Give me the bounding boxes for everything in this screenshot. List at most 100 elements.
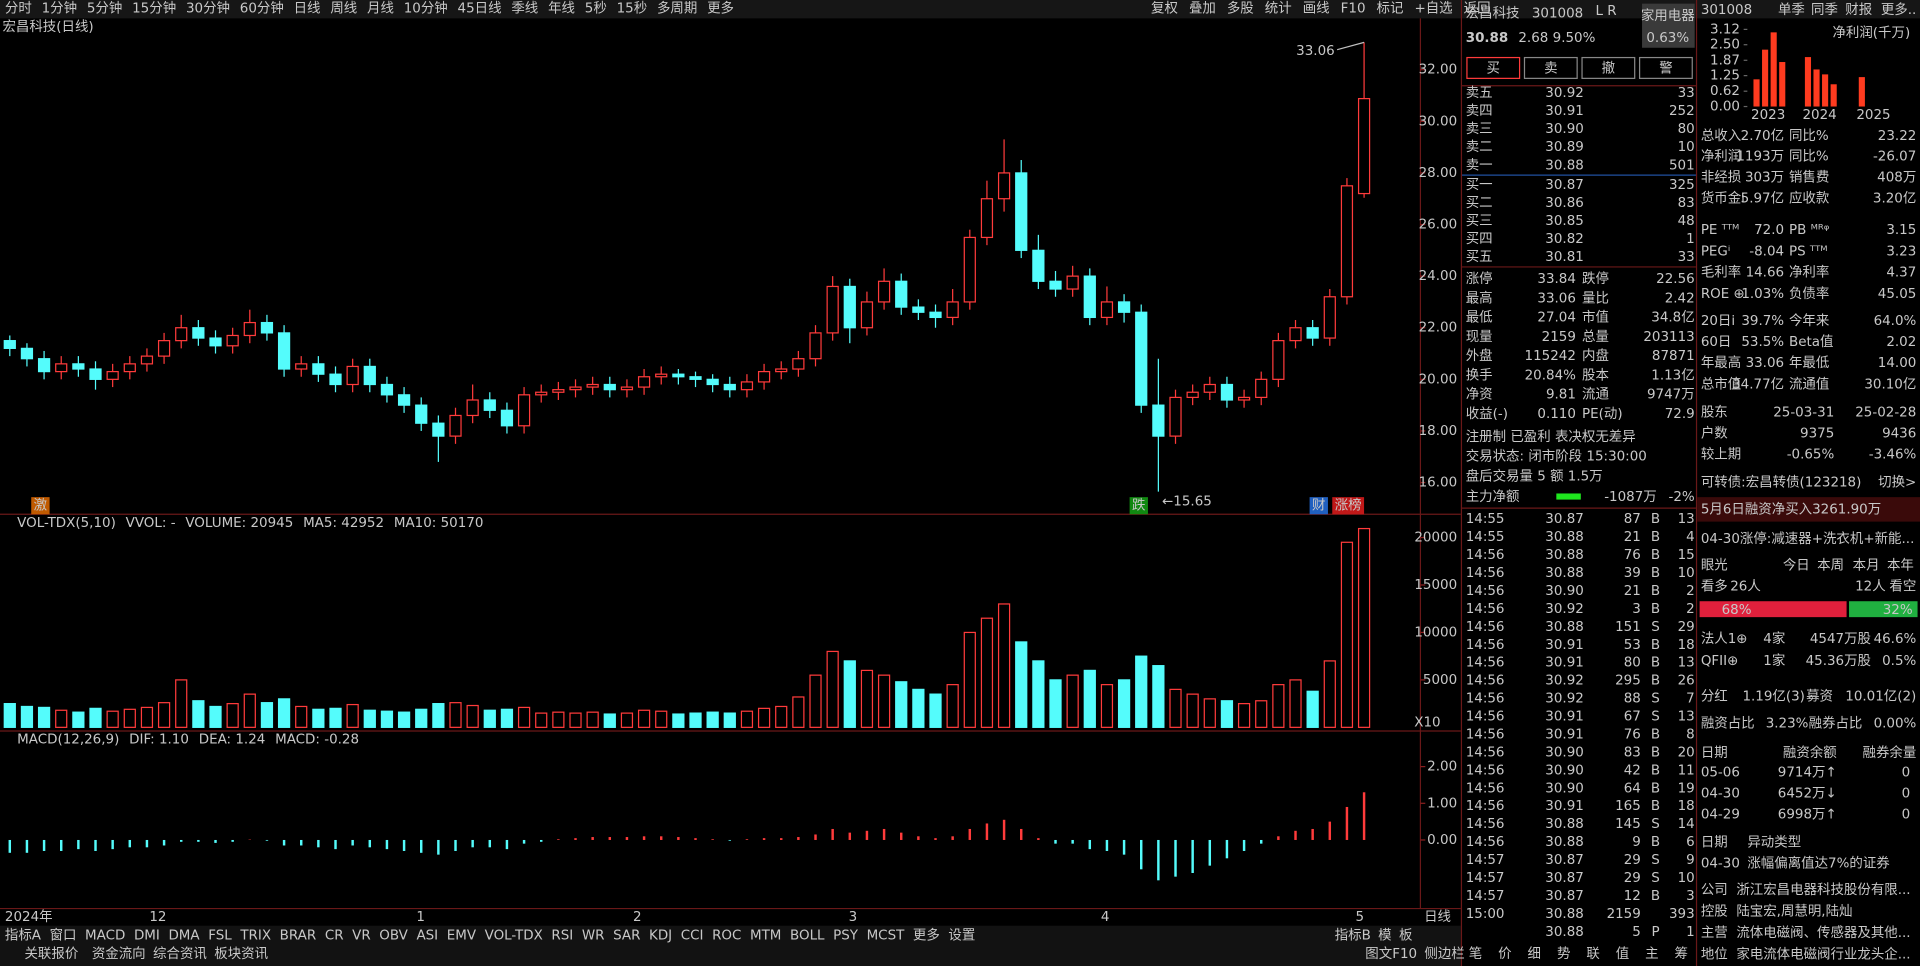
stat-label: 换手 [1466, 367, 1493, 383]
status-tab[interactable]: 侧边栏 [1424, 946, 1464, 962]
indicator-tab[interactable]: 模 [1378, 928, 1391, 944]
period-tab[interactable]: 10分钟 [404, 0, 448, 17]
tick-price: 30.92 [1545, 602, 1584, 617]
trade-button[interactable] [1638, 56, 1693, 79]
period-tab[interactable]: 年线 [548, 1, 575, 17]
bond-switch[interactable]: 切换> [1878, 474, 1916, 490]
period-tab[interactable]: 30分钟 [186, 0, 230, 17]
status-tab[interactable]: 资金流向 [92, 946, 146, 962]
tool-button[interactable]: 返回 [1464, 1, 1491, 17]
period-tab[interactable]: 5秒 [585, 1, 607, 17]
f10-header[interactable]: 财报 [1845, 2, 1872, 18]
indicator-tab[interactable]: 窗口 [50, 927, 77, 944]
period-tab[interactable]: 周线 [330, 1, 357, 17]
trade-button[interactable] [1466, 56, 1521, 79]
panel-tab[interactable]: 势 [1557, 946, 1570, 962]
period-tab[interactable]: 分时 [5, 1, 32, 17]
tool-button[interactable]: 标记 [1377, 1, 1404, 17]
volume-bar [500, 708, 514, 728]
trade-button[interactable] [1523, 56, 1578, 79]
tool-button[interactable]: 画线 [1303, 1, 1330, 17]
period-tab[interactable]: 更多 [707, 0, 734, 17]
indicator-tab[interactable]: EMV [447, 929, 477, 944]
f10-label: 流通值 [1789, 376, 1829, 392]
sentiment-period[interactable]: 本年 [1887, 558, 1914, 574]
indicator-tab[interactable]: TRIX [239, 929, 271, 944]
indicator-tab[interactable]: KDJ [649, 929, 672, 944]
status-tab[interactable]: 板块资讯 [214, 946, 268, 962]
period-tab[interactable]: 1分钟 [42, 0, 77, 17]
panel-tab[interactable]: 笔 [1469, 946, 1482, 962]
trade-button-label[interactable]: 警 [1659, 61, 1672, 77]
volume-bar [466, 704, 479, 728]
indicator-tab[interactable]: 板 [1399, 928, 1412, 944]
trade-button-label[interactable]: 卖 [1544, 61, 1557, 77]
sentiment-period[interactable]: 今日 [1783, 558, 1810, 574]
profile-value: 陆宝宏,周慧明,陆灿 [1736, 904, 1852, 920]
stat-value: 27.04 [1537, 311, 1576, 326]
f10-label: PE ᵀᵀᴹ [1701, 223, 1740, 238]
trade-button-label[interactable]: 买 [1487, 61, 1500, 77]
indicator-tab[interactable]: VOL-TDX [485, 929, 543, 944]
indicator-tab[interactable]: ROC [712, 929, 741, 944]
indicator-tab[interactable]: BRAR [280, 929, 317, 944]
indicator-tab[interactable]: 更多 [913, 927, 940, 944]
status-tab[interactable]: 综合资讯 [153, 946, 207, 962]
tool-button[interactable]: 叠加 [1189, 1, 1216, 17]
f10-header[interactable]: 单季 [1778, 2, 1805, 18]
tool-button[interactable]: 复权 [1151, 0, 1178, 17]
sentiment-period[interactable]: 本周 [1817, 558, 1844, 574]
period-tab[interactable]: 15秒 [617, 1, 648, 17]
indicator-tab[interactable]: 指标B [1335, 928, 1371, 944]
period-tab[interactable]: 45日线 [458, 1, 502, 17]
indicator-tab[interactable]: FSL [208, 929, 232, 944]
panel-tab[interactable]: 价 [1498, 947, 1512, 962]
indicator-tab[interactable]: VR [352, 929, 371, 944]
indicator-tab[interactable]: MCST [867, 929, 906, 944]
indicator-tab[interactable]: PSY [833, 929, 859, 944]
mini-x-label: 2023 [1751, 108, 1785, 123]
candle-body [672, 373, 685, 378]
indicator-tab[interactable]: CR [325, 929, 344, 944]
f10-header[interactable]: 更多.. [1881, 1, 1916, 18]
indicator-tab[interactable]: MTM [750, 929, 781, 944]
period-tab[interactable]: 月线 [367, 1, 394, 17]
period-tab[interactable]: 5分钟 [87, 0, 122, 17]
indicator-tab[interactable]: DMI [134, 929, 160, 944]
panel-tab[interactable]: 主 [1645, 946, 1658, 962]
period-tab[interactable]: 15分钟 [132, 0, 176, 17]
indicator-tab[interactable]: 指标A [5, 928, 42, 944]
period-tab[interactable]: 季线 [511, 1, 538, 17]
volume-bar [1220, 700, 1234, 728]
tool-button[interactable]: 统计 [1265, 1, 1292, 17]
sentiment-period[interactable]: 本月 [1853, 558, 1880, 574]
tool-button[interactable]: +自选 [1414, 1, 1452, 17]
status-tab[interactable]: 关联报价 [24, 946, 78, 962]
period-tab[interactable]: 60分钟 [240, 0, 284, 17]
trade-button-label[interactable]: 撤 [1602, 61, 1615, 77]
status-tab[interactable]: 图文F10 [1365, 946, 1417, 962]
indicator-tab[interactable]: BOLL [790, 929, 825, 944]
panel-tab[interactable]: 筹 [1674, 945, 1687, 962]
indicator-tab[interactable]: MACD [85, 929, 125, 944]
panel-tab[interactable]: 值 [1616, 946, 1629, 962]
indicator-tab[interactable]: CCI [681, 929, 704, 944]
tool-button[interactable]: F10 [1341, 2, 1366, 17]
tick-time: 14:56 [1466, 548, 1505, 563]
trade-button[interactable] [1581, 56, 1636, 79]
period-tab[interactable]: 日线 [294, 1, 321, 17]
indicator-tab[interactable]: WR [582, 929, 605, 944]
indicator-tab[interactable]: 设置 [948, 928, 975, 944]
indicator-tab[interactable]: ASI [416, 929, 438, 944]
panel-tab[interactable]: 细 [1528, 946, 1541, 962]
indicator-tab[interactable]: OBV [379, 929, 408, 944]
f10-value: 23.22 [1878, 129, 1917, 144]
indicator-tab[interactable]: DMA [168, 929, 200, 944]
f10-header[interactable]: 同季 [1811, 2, 1838, 18]
panel-tab[interactable]: 联 [1586, 946, 1599, 962]
tool-button[interactable]: 多股 [1227, 0, 1254, 17]
indicator-tab[interactable]: RSI [551, 929, 573, 944]
volume-bar [603, 713, 616, 728]
period-tab[interactable]: 多周期 [657, 0, 697, 17]
indicator-tab[interactable]: SAR [613, 929, 640, 944]
